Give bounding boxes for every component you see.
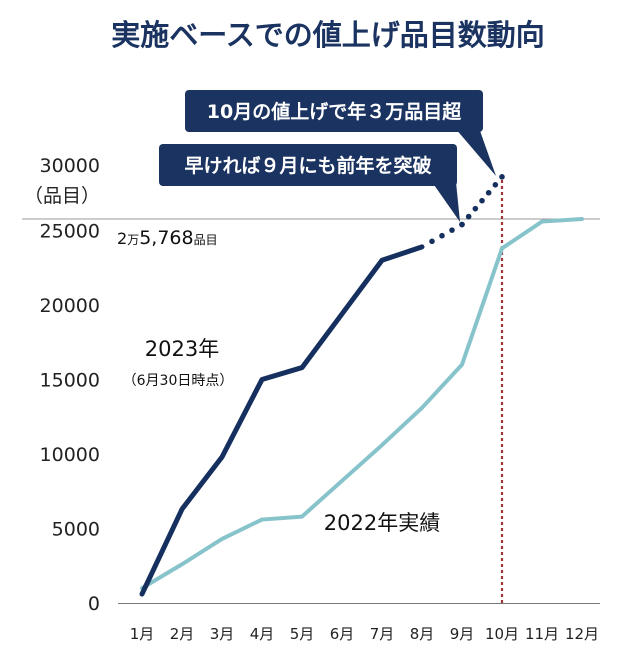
series-label-2023: 2023年 <box>145 337 219 361</box>
reference-value-label: 2万5,768品目 <box>117 227 218 249</box>
callout-september-box <box>159 144 457 186</box>
y-tick-label: 15000 <box>40 370 100 392</box>
projection-dot <box>479 197 485 204</box>
projection-dot <box>429 238 435 245</box>
projection-dot <box>459 221 465 228</box>
series-line-2022 <box>140 217 584 591</box>
series-label-2022: 2022年実績 <box>324 511 440 535</box>
x-tick-label: 12月 <box>565 625 599 643</box>
series-layer <box>139 174 584 597</box>
callout-september-pointer <box>432 182 460 222</box>
y-tick-label: 0 <box>88 593 100 615</box>
x-tick-label: 9月 <box>450 625 475 643</box>
y-tick-label: 10000 <box>40 444 100 466</box>
x-tick-label: 6月 <box>330 625 355 643</box>
ref-label-prefix: 2 <box>117 229 127 248</box>
x-tick-label: 7月 <box>370 625 395 643</box>
y-tick-labels: 0 5000 10000 15000 20000 25000 <box>40 221 100 616</box>
x-tick-label: 4月 <box>250 625 275 643</box>
callout-october: 10月の値上げで年３万品目超 <box>185 90 496 176</box>
projection-dot <box>472 205 479 212</box>
callout-september-text: 早ければ９月にも前年を突破 <box>184 154 431 177</box>
projection-dot <box>485 189 492 196</box>
y-axis-top-value: 30000 <box>40 155 100 177</box>
callout-september: 早ければ９月にも前年を突破 <box>159 144 460 222</box>
series-line-2023 <box>139 244 425 597</box>
x-tick-label: 3月 <box>210 625 235 643</box>
x-tick-label: 10月 <box>485 625 519 643</box>
y-tick-label: 20000 <box>40 295 100 317</box>
ref-label-unit1: 万 <box>127 233 139 247</box>
x-tick-label: 11月 <box>525 625 559 643</box>
chart-title: 実施ベースでの値上げ品目数動向 <box>111 18 545 52</box>
callout-october-text: 10月の値上げで年３万品目超 <box>207 100 462 123</box>
y-axis-unit-label: （品目） <box>24 185 100 207</box>
series-sublabel-2023: （6月30日時点） <box>123 373 234 389</box>
x-tick-labels: 1月 2月 3月 4月 5月 6月 7月 8月 9月 10月 11月 12月 <box>130 625 599 643</box>
callout-october-box <box>185 90 483 132</box>
x-tick-label: 5月 <box>290 625 315 643</box>
projection-dot <box>492 182 499 188</box>
x-tick-label: 1月 <box>130 625 155 643</box>
y-tick-label: 5000 <box>52 519 100 541</box>
x-tick-label: 2月 <box>170 625 195 643</box>
callout-october-pointer <box>455 128 496 176</box>
y-tick-label: 25000 <box>40 221 100 243</box>
projection-dot <box>465 213 472 220</box>
projection-dot <box>499 174 505 180</box>
x-tick-label: 8月 <box>410 625 435 643</box>
projection-dot <box>449 227 455 233</box>
ref-label-main: 5,768 <box>139 227 193 249</box>
projection-dot <box>439 232 445 239</box>
ref-label-unit2: 品目 <box>194 233 218 247</box>
